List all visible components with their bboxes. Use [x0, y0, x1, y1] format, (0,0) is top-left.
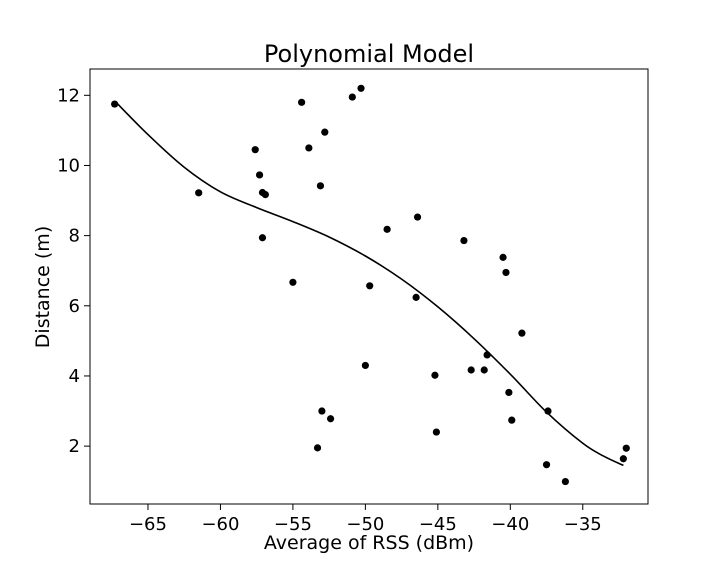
data-point — [467, 366, 475, 374]
y-tick-label: 2 — [69, 436, 80, 457]
data-point — [544, 407, 552, 415]
data-point — [261, 190, 269, 199]
data-point — [413, 213, 422, 221]
y-axis: 2 4 6 8 10 12 — [57, 85, 90, 457]
data-point — [195, 189, 203, 197]
data-point — [289, 278, 297, 286]
data-point — [502, 268, 510, 277]
data-point — [251, 146, 259, 154]
data-point — [499, 253, 507, 261]
data-point — [460, 236, 468, 245]
chart-title: Polynomial Model — [264, 40, 474, 68]
y-tick-label: 12 — [57, 85, 80, 106]
x-tick-label: −35 — [564, 514, 602, 535]
data-point — [316, 182, 325, 190]
data-point — [255, 171, 264, 179]
data-point — [542, 461, 551, 469]
data-point — [480, 366, 488, 374]
data-point — [622, 444, 630, 452]
data-point — [298, 98, 306, 106]
y-tick-label: 10 — [57, 155, 80, 176]
x-tick-label: −45 — [419, 514, 457, 535]
plot-area-frame — [89, 68, 649, 505]
data-point — [348, 93, 356, 101]
data-point — [326, 415, 335, 423]
x-tick-label: −55 — [274, 514, 312, 535]
data-point — [412, 293, 420, 301]
data-point — [431, 371, 439, 379]
data-point — [305, 144, 313, 152]
x-tick-label: −60 — [201, 514, 239, 535]
data-point — [508, 416, 516, 424]
data-point — [383, 225, 391, 233]
data-point — [561, 477, 569, 486]
data-point — [361, 361, 369, 370]
data-point — [366, 282, 374, 290]
data-point — [313, 444, 322, 452]
x-tick-label: −40 — [491, 514, 529, 535]
x-tick-label: −65 — [129, 514, 167, 535]
x-axis-label: Average of RSS (dBm) — [264, 532, 474, 554]
y-tick-label: 4 — [69, 366, 80, 387]
polynomial-fit-line — [115, 101, 624, 467]
data-point — [619, 455, 627, 463]
x-tick-label: −50 — [346, 514, 384, 535]
y-axis-label: Distance (m) — [32, 226, 54, 348]
data-point — [505, 388, 513, 397]
data-point — [111, 100, 119, 108]
data-point — [318, 407, 326, 415]
y-tick-label: 6 — [69, 296, 80, 317]
data-point — [432, 428, 440, 436]
data-point — [483, 351, 491, 359]
data-point — [518, 329, 526, 337]
x-axis: −65 −60 −55 −50 −45 −40 −35 — [129, 504, 602, 535]
data-point — [258, 234, 267, 242]
y-tick-label: 8 — [69, 226, 80, 247]
data-point — [357, 84, 365, 92]
data-point — [321, 128, 329, 136]
data-points — [111, 84, 630, 486]
